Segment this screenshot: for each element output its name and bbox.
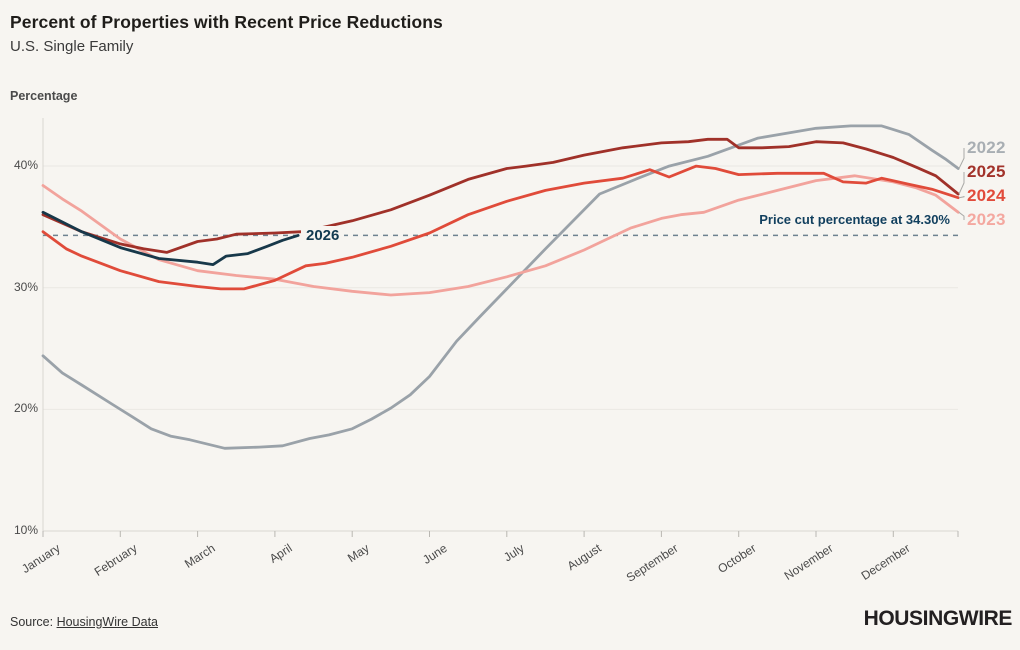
y-tick-label-30: 30% [13,279,38,294]
leader-line-2022 [958,148,965,169]
series-label-2025: 2025 [967,162,1006,181]
source-prefix: Source: [10,615,57,629]
series-line-2026[interactable] [41,210,300,267]
y-tick-label-10: 10% [13,523,38,537]
series-line-2025[interactable] [41,137,960,254]
series-line-2024[interactable] [41,164,960,291]
series-line-2022[interactable] [41,124,960,450]
price-cut-annotation: Price cut percentage at 34.30% [759,212,950,227]
series-label-2023: 2023 [967,210,1006,229]
series-label-2024: 2024 [967,186,1006,205]
y-tick-label-40: 40% [13,158,38,173]
series-label-2026: 2026 [301,226,345,245]
housingwire-logo: HOUSINGWIRE [863,607,1013,630]
page-title: Percent of Properties with Recent Price … [10,12,443,32]
leader-line-2025 [958,172,965,195]
source-link[interactable]: HousingWire Data [56,615,158,629]
leader-line-2023 [958,211,965,220]
series-label-2022: 2022 [967,138,1006,157]
leader-line-2024 [958,196,965,199]
page-subtitle: U.S. Single Family [10,38,134,55]
y-axis-title: Percentage [10,89,78,103]
series-line-2023[interactable] [41,174,960,297]
source-line: Source: HousingWire Data [10,615,158,629]
y-tick-label-20: 20% [13,401,38,416]
